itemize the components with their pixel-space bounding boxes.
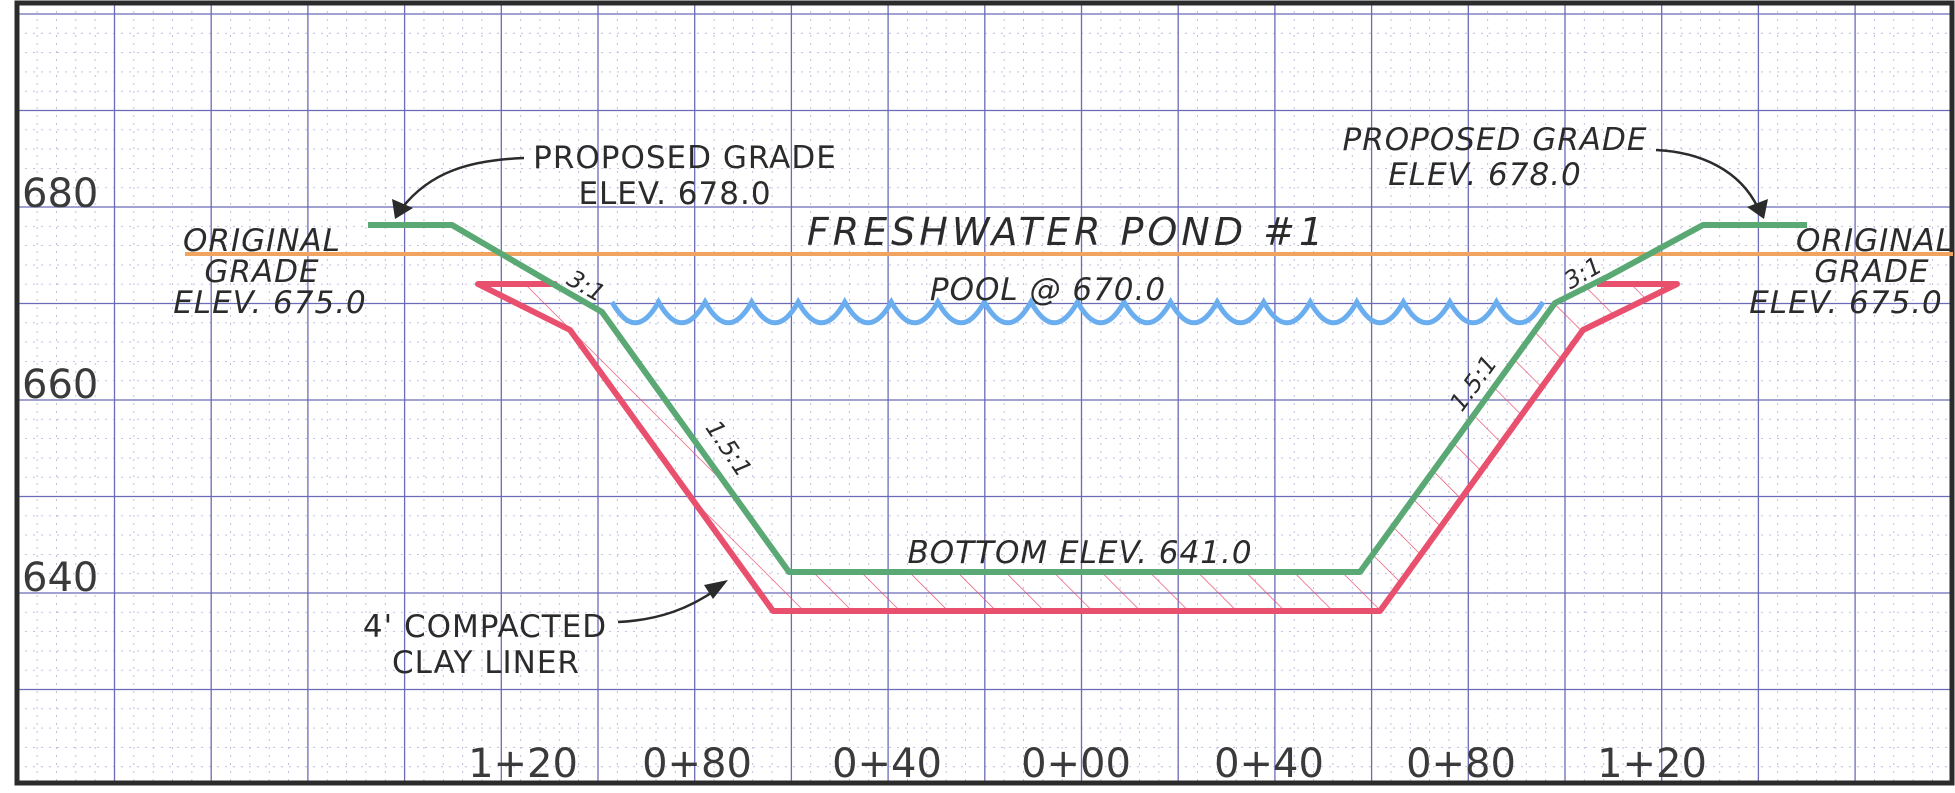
clay-liner-label: 4' COMPACTED xyxy=(363,609,607,645)
left-proposed-leader xyxy=(401,156,525,209)
left-original-grade-elev: ELEV. 675.0 xyxy=(173,285,367,321)
station-label: 0+00 xyxy=(1021,741,1131,787)
right-original-grade-label: GRADE xyxy=(1814,254,1929,290)
pool-label: POOL @ 670.0 xyxy=(930,272,1166,308)
station-label: 1+20 xyxy=(468,741,578,787)
proposed-grade-line xyxy=(368,222,1807,575)
right-proposed-grade-label: PROPOSED GRADE xyxy=(1343,122,1648,158)
right-original-grade-label: ORIGINAL xyxy=(1796,223,1954,259)
left-proposed-arrowhead xyxy=(392,199,413,219)
right-proposed-grade-elev: ELEV. 678.0 xyxy=(1388,157,1582,193)
liner-leader xyxy=(617,587,718,624)
station-label: 0+80 xyxy=(642,741,752,787)
station-label: 0+40 xyxy=(1214,741,1324,787)
station-label: 0+40 xyxy=(832,741,942,787)
clay-liner-label: CLAY LINER xyxy=(392,645,580,681)
left-original-grade-label: GRADE xyxy=(204,254,319,290)
left-proposed-grade-label: PROPOSED GRADE xyxy=(533,140,837,176)
clay-liner-hatch xyxy=(478,284,1677,611)
drawing-border xyxy=(14,0,1955,786)
major-grid xyxy=(17,3,1953,783)
clay-liner-boundary xyxy=(475,281,1680,614)
right-proposed-arrowhead xyxy=(1747,199,1768,219)
elevation-label-680: 680 xyxy=(22,171,98,217)
drawing-title: FRESHWATER POND #1 xyxy=(807,210,1327,254)
bottom-label: BOTTOM ELEV. 641.0 xyxy=(907,535,1252,571)
pool-water-surface xyxy=(609,296,1546,326)
elevation-label-640: 640 xyxy=(22,555,98,601)
leader-arrows xyxy=(392,148,1768,624)
station-label: 1+20 xyxy=(1597,741,1707,787)
station-label: 0+80 xyxy=(1406,741,1516,787)
minor-grid xyxy=(17,3,1952,783)
left-original-grade-label: ORIGINAL xyxy=(183,223,341,259)
left-proposed-grade-elev: ELEV. 678.0 xyxy=(578,176,771,212)
liner-arrowhead xyxy=(704,580,728,599)
elevation-label-660: 660 xyxy=(22,362,98,408)
right-original-grade-elev: ELEV. 675.0 xyxy=(1749,285,1943,321)
right-proposed-leader xyxy=(1655,148,1760,209)
